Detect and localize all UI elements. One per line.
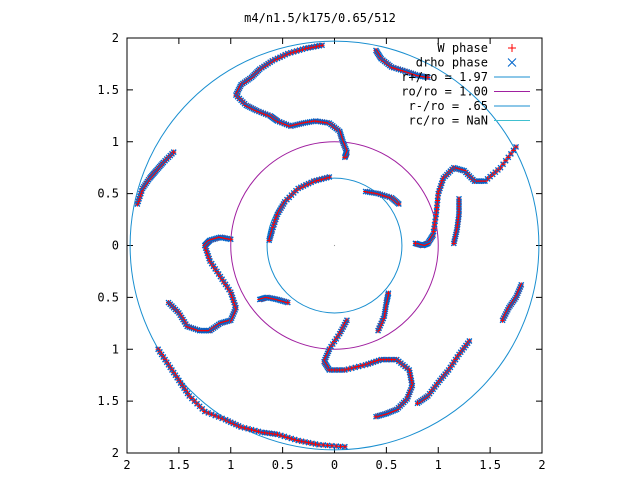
data-point <box>284 299 291 306</box>
legend-marker-plus <box>508 44 516 52</box>
x-axis-ticks: 2 1.5 1 0.5 0 0.5 1 1.5 2 <box>123 38 546 472</box>
data-point <box>170 149 177 156</box>
x-tick-label: 0.5 <box>376 458 398 472</box>
circle-ro <box>230 141 439 350</box>
data-points <box>134 42 525 450</box>
y-tick-label: 0.5 <box>97 187 119 201</box>
data-point <box>277 54 284 61</box>
radius-circles <box>129 40 540 451</box>
data-point <box>308 179 315 186</box>
y-tick-label: 2 <box>112 31 119 45</box>
y-tick-label: 1 <box>112 342 119 356</box>
data-point <box>341 443 348 450</box>
x-tick-label: 1 <box>435 458 442 472</box>
y-tick-label: 0.5 <box>97 290 119 304</box>
legend-label: r+/ro = 1.97 <box>401 70 488 84</box>
data-point <box>499 317 506 324</box>
y-tick-label: 1.5 <box>97 83 119 97</box>
data-point <box>375 190 382 197</box>
y-tick-label: 1.5 <box>97 394 119 408</box>
origin-point <box>333 244 336 247</box>
data-point <box>266 237 273 244</box>
x-tick-label: 1.5 <box>479 458 501 472</box>
data-point <box>385 290 392 297</box>
x-tick-label: 1 <box>227 458 234 472</box>
data-point <box>450 240 457 247</box>
circle-r- <box>266 177 403 314</box>
legend-label: r-/ro = .65 <box>409 99 488 113</box>
y-tick-label: 0 <box>112 239 119 253</box>
legend-marker-x <box>507 58 517 67</box>
y-axis-ticks: 2 1.5 1 0.5 0 0.5 1 1.5 2 <box>97 31 542 460</box>
data-point <box>414 400 421 407</box>
data-point <box>395 201 402 207</box>
x-tick-label: 0 <box>331 458 338 472</box>
legend-label: rc/ro = NaN <box>409 114 488 128</box>
y-tick-label: 2 <box>112 446 119 460</box>
data-point <box>424 74 431 81</box>
legend-label: W phase <box>437 41 488 55</box>
data-point <box>373 413 379 420</box>
x-tick-label: 1.5 <box>168 458 190 472</box>
legend-label: drho phase <box>416 56 488 70</box>
data-point <box>227 236 234 243</box>
circle-r+ <box>129 40 540 451</box>
x-tick-label: 2 <box>123 458 130 472</box>
x-tick-label: 0.5 <box>272 458 294 472</box>
data-point <box>412 240 419 247</box>
data-point <box>341 154 348 161</box>
data-point <box>271 219 278 226</box>
x-tick-label: 2 <box>538 458 545 472</box>
chart-title: m4/n1.5/k175/0.65/512 <box>244 11 396 25</box>
legend-label: ro/ro = 1.00 <box>401 85 488 99</box>
y-tick-label: 1 <box>112 135 119 149</box>
